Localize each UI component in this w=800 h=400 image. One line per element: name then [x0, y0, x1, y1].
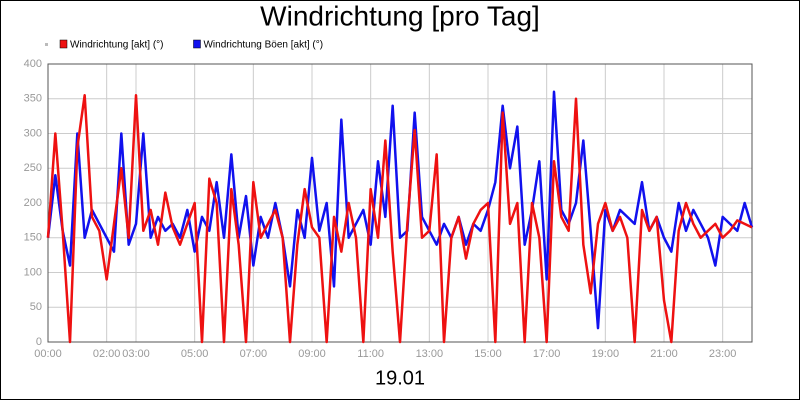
- x-tick-label: 11:00: [357, 348, 384, 360]
- x-tick-label: 03:00: [122, 348, 150, 360]
- y-tick-label: 400: [24, 58, 42, 70]
- y-tick-label: 350: [24, 93, 42, 105]
- y-tick-label: 100: [24, 266, 42, 278]
- x-tick-label: 17:00: [533, 348, 561, 360]
- legend-swatch: [59, 39, 68, 49]
- line: [46, 94, 753, 344]
- x-tick-label: 23:00: [709, 348, 737, 360]
- y-tick-label: 250: [24, 162, 42, 174]
- y-tick-label: 200: [24, 197, 42, 209]
- y-tick-label: 300: [24, 127, 42, 139]
- x-tick-label: 21:00: [650, 348, 678, 360]
- x-tick-label: 13:00: [416, 348, 444, 360]
- x-tick-label: 19:00: [592, 348, 620, 360]
- y-tick-label: 0: [36, 336, 42, 348]
- x-tick-label: 09:00: [298, 348, 326, 360]
- x-tick-label: 02:00: [93, 348, 121, 360]
- legend-label: Windrichtung Böen [akt] (°): [203, 40, 323, 51]
- x-axis-label: 19.01: [375, 367, 425, 389]
- x-tick-label: 07:00: [240, 348, 268, 360]
- legend-swatch: [193, 39, 201, 49]
- y-tick-label: 150: [24, 232, 42, 244]
- x-tick-label: 05:00: [181, 348, 209, 360]
- y-tick-label: 50: [30, 301, 42, 313]
- x-tick-label: 00:00: [34, 348, 62, 360]
- legend-dot: [45, 43, 48, 46]
- legend-label: Windrichtung [akt] (°): [70, 40, 163, 51]
- line: [46, 90, 754, 330]
- chart-title: Windrichtung [pro Tag]: [260, 0, 540, 31]
- x-tick-label: 15:00: [474, 348, 502, 360]
